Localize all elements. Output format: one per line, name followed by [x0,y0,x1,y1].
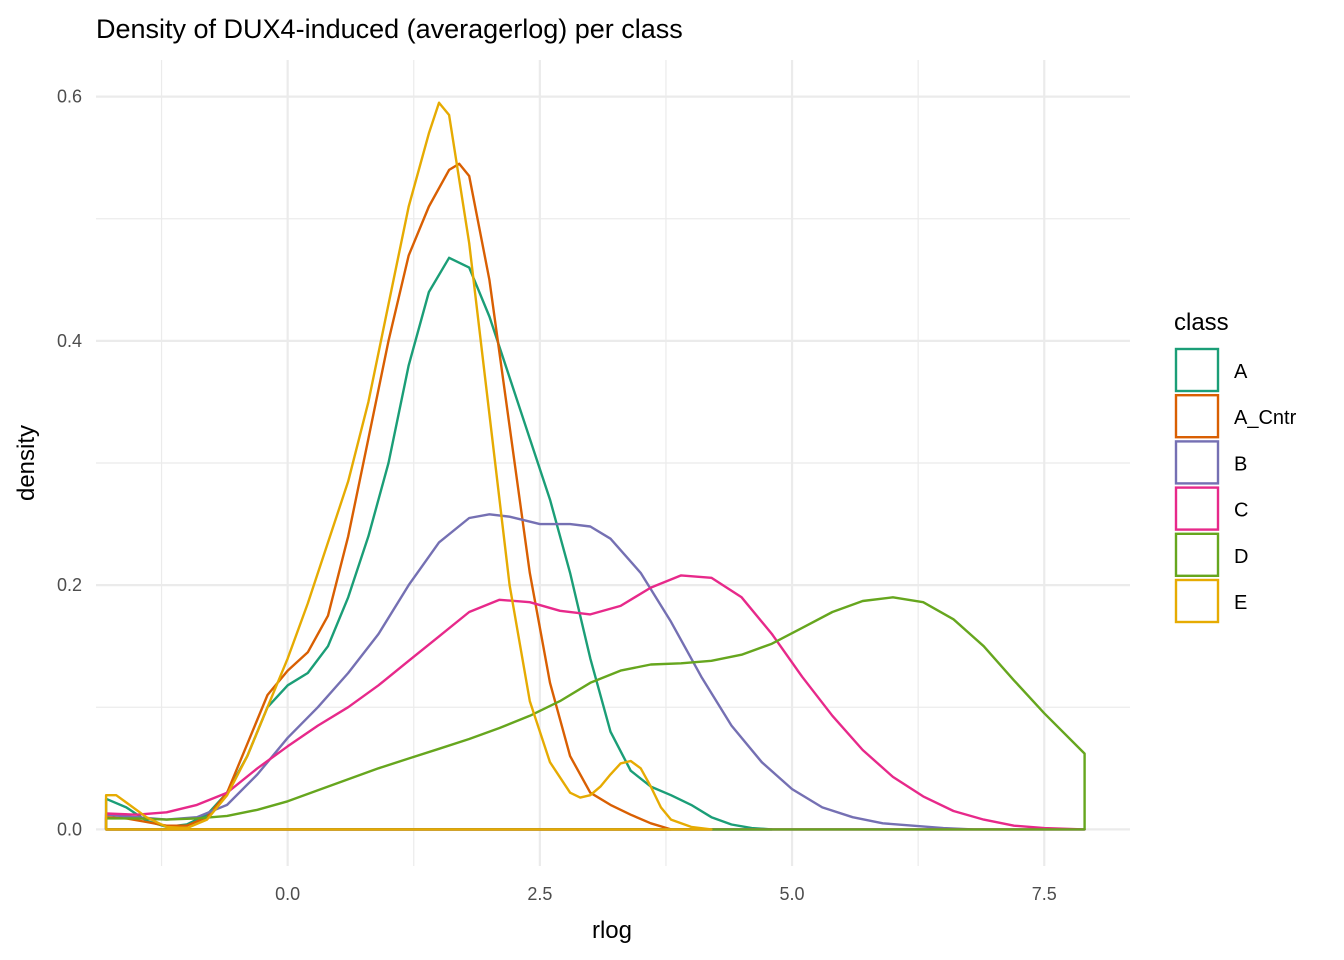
series-line-a [104,256,774,831]
y-tick-labels: 0.0 0.2 0.4 0.6 [57,87,82,840]
x-tick-label: 0.0 [275,884,300,904]
x-tick-label: 5.0 [780,884,805,904]
series-lines [104,101,1086,831]
legend-label: A_Cntr [1234,407,1297,429]
legend-key-a [1174,347,1220,393]
x-tick-labels: 0.0 2.5 5.0 7.5 [275,884,1057,904]
chart-title: Density of DUX4-induced (averagerlog) pe… [96,14,683,44]
legend-key-e [1174,578,1220,624]
y-tick-label: 0.0 [57,819,82,839]
x-tick-label: 7.5 [1032,884,1057,904]
legend-key-c [1174,486,1220,531]
legend-key-a-cntr [1174,394,1220,439]
series-line-c [104,574,1086,831]
series-line-a-cntr [104,162,673,831]
series-line-b [104,513,1086,831]
series-line-e [104,101,713,831]
legend-key-b [1174,440,1220,485]
y-tick-label: 0.6 [57,87,82,107]
legend-label: E [1234,592,1247,614]
legend-label: A [1234,361,1248,383]
legend-title: class [1174,309,1229,336]
y-axis-title: density [13,425,40,501]
y-tick-label: 0.4 [57,331,82,351]
legend-label: C [1234,500,1248,522]
x-axis-title: rlog [592,917,632,944]
legend: class A A_Cntr B C D E [1174,309,1297,624]
series-line-d [104,596,1086,831]
legend-label: D [1234,546,1248,568]
x-tick-label: 2.5 [527,884,552,904]
legend-label: B [1234,453,1247,475]
y-tick-label: 0.2 [57,575,82,595]
legend-key-d [1174,532,1220,577]
